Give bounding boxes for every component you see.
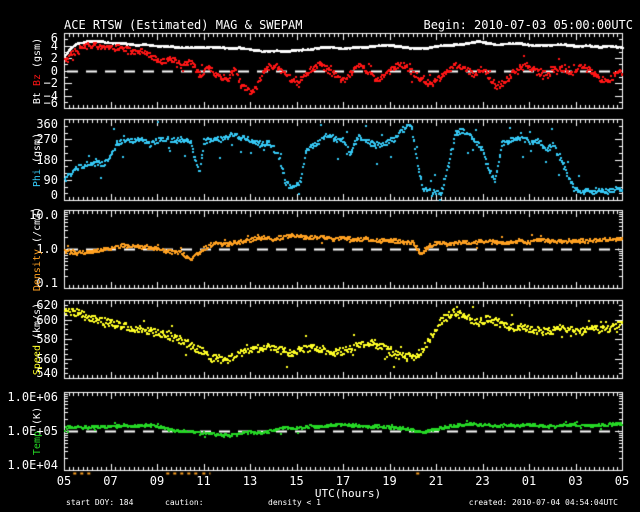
temp-axis-title: Temp (K) bbox=[32, 406, 43, 456]
density-axis-title: Density (/cm3) bbox=[32, 206, 43, 292]
x-tick-label: 17 bbox=[335, 474, 351, 488]
mag-axis-title-part: Bz bbox=[32, 67, 43, 86]
y-tick-label: 90 bbox=[43, 172, 58, 187]
y-tick-label: 270 bbox=[36, 132, 58, 147]
speed-axis-title-part: Speed bbox=[32, 339, 43, 376]
y-tick-label: 620 bbox=[36, 298, 58, 312]
y-tick-label: 600 bbox=[36, 312, 58, 327]
y-tick-label: 10.0 bbox=[29, 208, 58, 222]
x-tick-label: 19 bbox=[382, 474, 397, 488]
y-tick-label: −6 bbox=[43, 96, 58, 110]
y-tick-label: −4 bbox=[43, 88, 58, 103]
x-tick-label: 03 bbox=[568, 474, 583, 488]
y-tick-label: 1.0 bbox=[36, 242, 58, 256]
y-tick-label: 6 bbox=[50, 31, 58, 45]
speed-axis-title: Speed (km/s) bbox=[32, 302, 43, 376]
mag-axis-title: Bt Bz (gsm) bbox=[32, 37, 43, 104]
y-tick-label: 560 bbox=[36, 351, 58, 366]
x-tick-label: 11 bbox=[196, 474, 211, 488]
x-tick-label: 21 bbox=[428, 474, 444, 488]
caution-label: caution: bbox=[165, 498, 204, 507]
mag-axis-title-part: (gsm) bbox=[32, 37, 43, 68]
phi-axis-title-part: (gsm) bbox=[32, 132, 43, 163]
y-tick-label: 1.0E+04 bbox=[7, 458, 58, 472]
y-tick-label: 4 bbox=[50, 38, 58, 53]
start-doy-text: start DOY: 184 bbox=[66, 498, 134, 507]
y-tick-label: 1.0E+05 bbox=[7, 424, 58, 438]
y-tick-label: 360 bbox=[36, 117, 58, 131]
phi-axis-title: Phi (gsm) bbox=[32, 132, 43, 187]
y-tick-label: 0 bbox=[50, 188, 58, 202]
y-tick-label: 0.1 bbox=[36, 276, 58, 290]
x-tick-label: 01 bbox=[521, 474, 537, 488]
x-tick-label: 05 bbox=[56, 474, 72, 488]
caution-value: density < 1 bbox=[268, 498, 321, 507]
x-tick-label: 05 bbox=[614, 474, 630, 488]
x-tick-label: 13 bbox=[242, 474, 258, 488]
y-tick-label: 0 bbox=[50, 63, 58, 78]
page-title: ACE RTSW (Estimated) MAG & SWEPAM bbox=[64, 18, 303, 32]
temp-axis-title-part: (K) bbox=[32, 406, 43, 425]
y-tick-label: 1.0E+06 bbox=[7, 390, 58, 404]
x-axis-label: UTC(hours) bbox=[314, 487, 382, 500]
temp-axis-title-part: Temp bbox=[32, 424, 43, 456]
created-timestamp: created: 2010-07-04 04:54:04UTC bbox=[468, 498, 618, 507]
mag-axis-title-part: Bt bbox=[32, 85, 43, 104]
y-tick-label: 2 bbox=[50, 51, 58, 65]
begin-timestamp: Begin: 2010-07-03 05:00:00UTC bbox=[423, 18, 633, 32]
x-tick-label: 09 bbox=[149, 474, 165, 488]
x-tick-label: 07 bbox=[103, 474, 118, 488]
x-tick-label: 23 bbox=[475, 474, 490, 488]
y-tick-label: −2 bbox=[43, 76, 58, 90]
x-tick-label: 15 bbox=[289, 474, 304, 488]
density-axis-title-part: (/cm3) bbox=[32, 206, 43, 243]
speed-axis-title-part: (km/s) bbox=[32, 302, 43, 339]
y-tick-label: 580 bbox=[36, 332, 58, 346]
y-tick-label: 540 bbox=[36, 366, 58, 380]
phi-axis-title-part: Phi bbox=[32, 162, 43, 187]
density-axis-title-part: Density bbox=[32, 242, 43, 292]
y-tick-label: 180 bbox=[36, 152, 58, 167]
